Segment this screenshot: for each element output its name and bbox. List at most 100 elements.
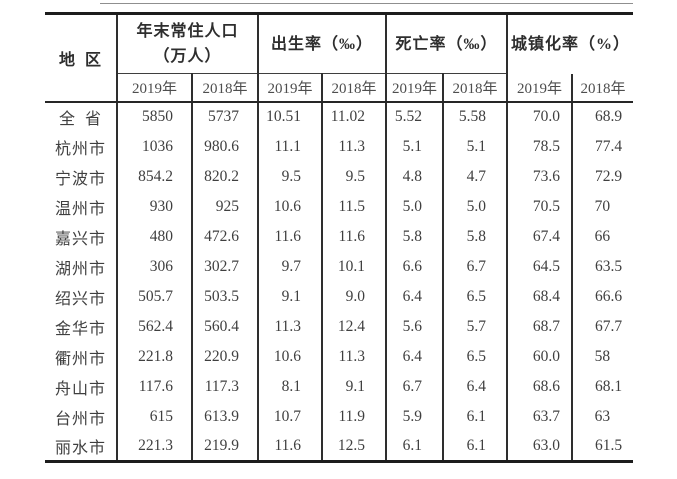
table-row: 杭州市 1036 980.6 11.1 11.3 5.1 5.1 78.5 77… [45,131,634,162]
urban-2018-cell: 66 [571,221,634,252]
urban-2019-cell: 63.0 [506,431,573,462]
col-header-birth-2019: 2019年 [257,73,323,103]
urban-2018-cell: 66.6 [571,281,634,312]
death-2019-cell: 6.7 [385,371,444,402]
col-header-pop-2018: 2018年 [190,73,259,103]
table-row: 丽水市 221.3 219.9 11.6 12.5 6.1 6.1 63.0 6… [45,431,634,462]
col-header-birth-2018: 2018年 [321,73,387,103]
death-2018-cell: 5.8 [442,221,508,252]
table-row: 嘉兴市 480 472.6 11.6 11.6 5.8 5.8 67.4 66 [45,221,634,252]
birth-2018-cell: 11.6 [321,221,387,252]
death-2019-cell: 4.8 [385,161,444,192]
population-statistics-table: 地 区 年末常住人口 （万人） 出生率（‰） 死亡率（‰） 城镇化率（%） 20… [45,12,634,463]
death-2019-cell: 5.52 [385,101,444,132]
urban-2018-cell: 70 [571,191,634,222]
col-header-death-2019: 2019年 [385,73,444,103]
death-2019-cell: 5.9 [385,401,444,432]
urban-2018-cell: 61.5 [571,431,634,462]
pop-2018-cell: 820.2 [190,161,259,192]
birth-2019-cell: 8.1 [257,371,323,402]
birth-2018-cell: 11.5 [321,191,387,222]
region-cell: 丽水市 [54,439,106,457]
birth-2019-cell: 11.6 [257,221,323,252]
urban-2018-cell: 67.7 [571,311,634,342]
table-row: 台州市 615 613.9 10.7 11.9 5.9 6.1 63.7 63 [45,401,634,432]
pop-2018-cell: 980.6 [190,131,259,162]
table-row: 绍兴市 505.7 503.5 9.1 9.0 6.4 6.5 68.4 66.… [45,281,634,312]
urban-2019-cell: 70.5 [506,191,573,222]
death-2018-cell: 5.1 [442,131,508,162]
col-group-population: 年末常住人口 （万人） [115,13,259,74]
birth-2019-cell: 11.1 [257,131,323,162]
urban-2018-cell: 72.9 [571,161,634,192]
urban-2019-cell: 63.7 [506,401,573,432]
pop-2018-cell: 117.3 [190,371,259,402]
death-2019-cell: 5.6 [385,311,444,342]
pop-2018-cell: 219.9 [190,431,259,462]
pop-2018-cell: 503.5 [190,281,259,312]
pop-2019-cell: 615 [116,401,192,432]
col-group-birth-rate: 出生率（‰） [257,13,387,74]
death-2018-cell: 5.58 [442,101,508,132]
birth-2019-cell: 11.3 [257,311,323,342]
birth-2019-cell: 10.7 [257,401,323,432]
death-2019-cell: 6.1 [385,431,444,462]
death-2018-cell: 5.0 [442,191,508,222]
death-2019-cell: 6.4 [385,281,444,312]
pop-2019-cell: 221.8 [116,341,192,372]
region-cell: 舟山市 [54,380,106,398]
death-2018-cell: 6.5 [442,341,508,372]
pop-2019-cell: 5850 [116,101,192,132]
birth-2019-cell: 10.6 [257,191,323,222]
table-row: 全 省 5850 5737 10.51 11.02 5.52 5.58 70.0… [45,101,634,132]
birth-2018-cell: 9.5 [321,161,387,192]
region-cell: 杭州市 [54,140,106,158]
region-cell: 宁波市 [54,170,106,188]
pop-2019-cell: 505.7 [116,281,192,312]
urban-2018-cell: 68.9 [571,101,634,132]
table-header: 地 区 年末常住人口 （万人） 出生率（‰） 死亡率（‰） 城镇化率（%） 20… [45,13,634,103]
death-2018-cell: 6.1 [442,431,508,462]
birth-2018-cell: 10.1 [321,251,387,282]
region-cell: 全 省 [58,111,102,128]
death-2018-cell: 6.4 [442,371,508,402]
death-2019-cell: 6.6 [385,251,444,282]
region-cell: 绍兴市 [54,290,106,308]
col-header-death-2018: 2018年 [442,73,508,103]
region-cell: 金华市 [54,320,106,338]
pop-2018-cell: 613.9 [190,401,259,432]
birth-2018-cell: 12.4 [321,311,387,342]
sub-header-row: 2019年 2018年 2019年 2018年 2019年 2018年 2019… [45,73,634,103]
table-row: 舟山市 117.6 117.3 8.1 9.1 6.7 6.4 68.6 68.… [45,371,634,402]
birth-2018-cell: 9.1 [321,371,387,402]
urban-2019-cell: 68.4 [506,281,573,312]
urban-2019-cell: 70.0 [506,101,573,132]
urban-2019-cell: 64.5 [506,251,573,282]
death-2018-cell: 6.5 [442,281,508,312]
region-cell: 衢州市 [54,350,106,368]
pop-2019-cell: 854.2 [116,161,192,192]
urban-2019-cell: 60.0 [506,341,573,372]
pop-2019-cell: 117.6 [116,371,192,402]
pop-2018-cell: 220.9 [190,341,259,372]
pop-2019-cell: 930 [116,191,192,222]
birth-2019-cell: 11.6 [257,431,323,462]
urban-2019-cell: 67.4 [506,221,573,252]
pop-2018-cell: 925 [190,191,259,222]
birth-2018-cell: 11.9 [321,401,387,432]
table-row: 金华市 562.4 560.4 11.3 12.4 5.6 5.7 68.7 6… [45,311,634,342]
pop-2018-cell: 472.6 [190,221,259,252]
pop-2018-cell: 5737 [190,101,259,132]
table-row: 湖州市 306 302.7 9.7 10.1 6.6 6.7 64.5 63.5 [45,251,634,282]
birth-2019-cell: 10.6 [257,341,323,372]
birth-2019-cell: 9.1 [257,281,323,312]
table-row: 宁波市 854.2 820.2 9.5 9.5 4.8 4.7 73.6 72.… [45,161,634,192]
pop-2019-cell: 1036 [116,131,192,162]
col-header-region: 地 区 [45,13,117,103]
table-row: 衢州市 221.8 220.9 10.6 11.3 6.4 6.5 60.0 5… [45,341,634,372]
pop-2019-cell: 562.4 [116,311,192,342]
col-group-death-rate: 死亡率（‰） [385,13,508,74]
urban-2019-cell: 68.7 [506,311,573,342]
pop-2019-cell: 221.3 [116,431,192,462]
birth-2018-cell: 11.3 [321,341,387,372]
